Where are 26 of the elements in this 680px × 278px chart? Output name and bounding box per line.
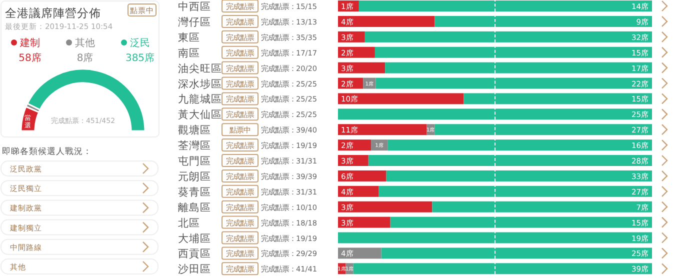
data-label: 8席: [76, 52, 94, 64]
y-tick-label: 北區: [178, 216, 200, 230]
data-label: 385席: [125, 52, 155, 64]
y-tick-label: 元朗區: [178, 170, 211, 183]
legend-label: 其他: [75, 37, 95, 49]
y-tick-label: 大埔區: [178, 232, 211, 245]
y-tick-label: 中西區: [178, 0, 211, 13]
y-tick-label: 油尖旺區: [178, 62, 222, 75]
y-tick-label: 西貢區: [178, 248, 211, 260]
y-tick-label: 離島區: [178, 200, 211, 214]
legend-label: 建制: [19, 37, 40, 49]
y-tick-label: 觀塘區: [178, 124, 211, 137]
y-tick-label: 灣仔區: [178, 15, 211, 28]
chart-title: 全港議席陣營分佈: [5, 6, 101, 20]
y-tick-label: 沙田區: [178, 262, 211, 276]
y-tick-label: 東區: [178, 30, 200, 44]
y-tick-label: 南區: [178, 46, 200, 60]
y-tick-label: 黃大仙區: [178, 108, 222, 122]
y-tick-label: 荃灣區: [178, 139, 211, 152]
legend-label: 泛民: [130, 37, 150, 49]
data-label: 58席: [18, 52, 42, 64]
y-tick-label: 葵青區: [178, 185, 211, 198]
text: 即睇各類候選人戰況：: [2, 146, 92, 157]
y-tick-label: 屯門區: [178, 154, 211, 168]
y-tick-label: 九龍城區: [178, 92, 222, 106]
y-tick-label: 深水埗區: [178, 77, 222, 90]
